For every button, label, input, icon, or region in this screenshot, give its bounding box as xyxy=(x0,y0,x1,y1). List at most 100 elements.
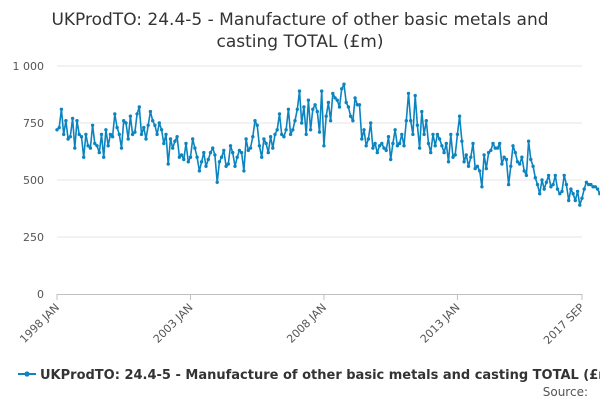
data-point[interactable] xyxy=(342,82,346,86)
data-point[interactable] xyxy=(113,112,117,116)
data-point[interactable] xyxy=(482,153,486,157)
data-point[interactable] xyxy=(560,189,564,194)
data-point[interactable] xyxy=(375,150,379,155)
data-point[interactable] xyxy=(386,135,391,139)
data-point[interactable] xyxy=(395,144,400,148)
data-point[interactable] xyxy=(520,155,524,159)
data-point[interactable] xyxy=(409,119,413,123)
data-point[interactable] xyxy=(333,96,337,100)
data-point[interactable] xyxy=(491,141,495,146)
data-point[interactable] xyxy=(535,182,540,187)
data-point[interactable] xyxy=(397,141,402,146)
data-point[interactable] xyxy=(297,89,302,93)
data-point[interactable] xyxy=(475,164,480,168)
data-point[interactable] xyxy=(435,132,440,137)
data-point[interactable] xyxy=(208,150,213,155)
data-point[interactable] xyxy=(360,137,364,141)
data-point[interactable] xyxy=(580,196,584,200)
data-point[interactable] xyxy=(515,160,520,164)
data-point[interactable] xyxy=(151,119,155,123)
data-point[interactable] xyxy=(95,144,99,148)
data-point[interactable] xyxy=(104,128,108,132)
data-point[interactable] xyxy=(280,132,284,137)
data-point[interactable] xyxy=(513,150,517,155)
data-point[interactable] xyxy=(119,146,124,150)
data-point[interactable] xyxy=(102,155,106,159)
data-point[interactable] xyxy=(575,189,580,194)
data-point[interactable] xyxy=(171,146,175,150)
data-point[interactable] xyxy=(326,100,331,105)
data-point[interactable] xyxy=(328,119,333,123)
data-point[interactable] xyxy=(551,182,555,187)
data-point[interactable] xyxy=(82,155,86,159)
data-point[interactable] xyxy=(191,137,195,141)
data-point[interactable] xyxy=(371,146,375,150)
data-point[interactable] xyxy=(84,132,88,137)
data-point[interactable] xyxy=(164,132,168,137)
data-point[interactable] xyxy=(266,150,270,155)
data-point[interactable] xyxy=(284,128,288,132)
data-point[interactable] xyxy=(126,137,130,141)
data-point[interactable] xyxy=(402,144,406,148)
data-point[interactable] xyxy=(509,164,513,168)
data-point[interactable] xyxy=(498,141,502,146)
data-point[interactable] xyxy=(455,132,460,137)
data-point[interactable] xyxy=(219,155,224,159)
data-point[interactable] xyxy=(275,128,279,132)
data-point[interactable] xyxy=(79,135,84,139)
data-point[interactable] xyxy=(531,164,535,168)
data-point[interactable] xyxy=(268,135,273,139)
data-point[interactable] xyxy=(304,132,308,137)
data-point[interactable] xyxy=(460,139,464,143)
data-point[interactable] xyxy=(462,160,466,164)
data-point[interactable] xyxy=(417,146,422,150)
data-point[interactable] xyxy=(471,141,475,146)
data-point[interactable] xyxy=(433,144,437,148)
data-point[interactable] xyxy=(282,135,286,139)
data-point[interactable] xyxy=(168,137,173,141)
data-point[interactable] xyxy=(313,103,317,107)
data-point[interactable] xyxy=(66,137,70,141)
data-point[interactable] xyxy=(426,141,431,146)
data-point[interactable] xyxy=(500,162,504,166)
data-point[interactable] xyxy=(431,132,435,137)
data-point[interactable] xyxy=(320,89,324,93)
data-point[interactable] xyxy=(286,107,291,112)
data-point[interactable] xyxy=(558,192,562,196)
data-point[interactable] xyxy=(248,146,253,150)
data-point[interactable] xyxy=(159,128,164,132)
data-point[interactable] xyxy=(451,155,455,159)
data-point[interactable] xyxy=(173,139,177,143)
data-point[interactable] xyxy=(384,148,388,153)
data-point[interactable] xyxy=(473,166,477,171)
data-point[interactable] xyxy=(148,109,153,114)
data-point[interactable] xyxy=(197,169,202,173)
data-point[interactable] xyxy=(415,123,420,128)
data-point[interactable] xyxy=(511,144,515,148)
data-point[interactable] xyxy=(317,130,322,134)
data-point[interactable] xyxy=(369,121,373,125)
data-point[interactable] xyxy=(128,114,133,118)
data-point[interactable] xyxy=(464,153,468,157)
data-point[interactable] xyxy=(457,114,462,118)
data-point[interactable] xyxy=(251,135,255,139)
data-point[interactable] xyxy=(57,125,61,130)
data-point[interactable] xyxy=(224,164,228,168)
data-point[interactable] xyxy=(353,96,357,100)
data-point[interactable] xyxy=(404,119,408,123)
data-point[interactable] xyxy=(237,148,242,153)
data-point[interactable] xyxy=(489,148,493,153)
data-point[interactable] xyxy=(302,105,306,109)
data-point[interactable] xyxy=(484,166,488,171)
data-point[interactable] xyxy=(337,105,342,109)
data-point[interactable] xyxy=(446,160,451,164)
data-point[interactable] xyxy=(133,130,137,134)
data-point[interactable] xyxy=(422,132,426,137)
data-point[interactable] xyxy=(564,182,569,187)
data-point[interactable] xyxy=(311,107,315,112)
data-point[interactable] xyxy=(357,103,362,107)
legend[interactable]: UKProdTO: 24.4-5 - Manufacture of other … xyxy=(18,368,600,383)
data-point[interactable] xyxy=(544,180,549,184)
data-point[interactable] xyxy=(524,173,529,178)
data-point[interactable] xyxy=(59,107,64,112)
